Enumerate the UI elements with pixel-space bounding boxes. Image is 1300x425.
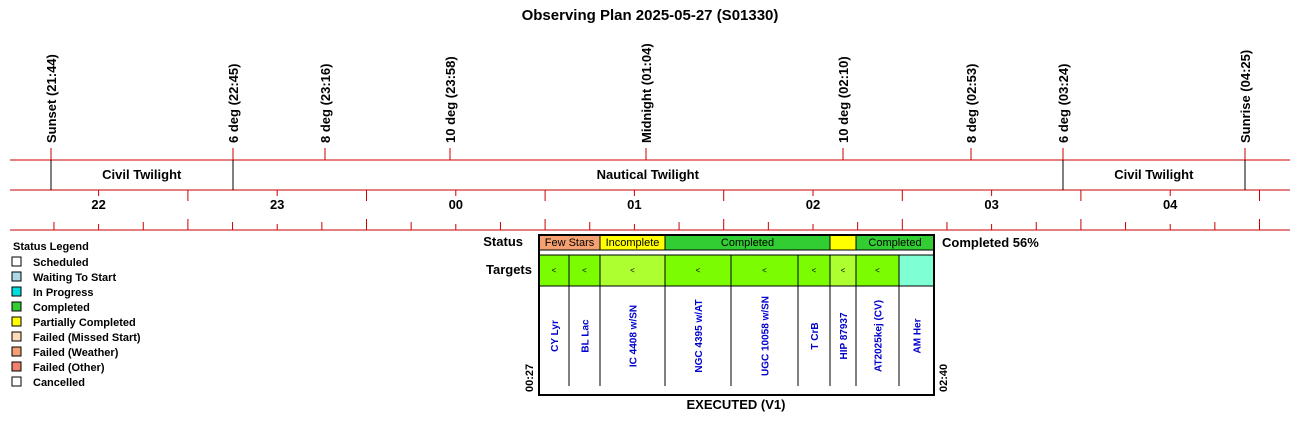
target-marker: < [875,266,880,275]
page-title: Observing Plan 2025-05-27 (S01330) [522,7,779,24]
target-cell[interactable] [599,254,666,287]
status-segment-label: Few Stars [545,237,595,249]
hour-label: 23 [270,197,284,212]
event-label: 6 deg (03:24) [1056,64,1071,143]
target-marker: < [841,266,846,275]
event-label: 10 deg (23:58) [443,56,458,143]
target-marker: < [582,266,587,275]
legend-swatch [11,316,22,327]
legend-item-label: Waiting To Start [33,272,116,284]
twilight-label: Civil Twilight [102,167,182,182]
plan-panel: Status Targets Completed 56% Few Stars Incom… [483,234,1039,412]
target-name[interactable]: IC 4408 w/SN [629,305,640,367]
legend-item-label: Cancelled [33,377,85,389]
legend-swatch [11,376,22,387]
target-name[interactable]: AM Her [913,318,924,353]
target-marker: < [630,266,635,275]
plan-start-time: 00:27 [524,364,536,392]
timeline: Sunset (21:44) 6 deg (22:45) 8 deg (23:16)… [10,43,1290,231]
legend-swatch [11,346,22,357]
target-name[interactable]: UGC 10058 w/SN [761,296,772,376]
target-name[interactable]: HIP 87937 [839,312,850,360]
plan-footer: EXECUTED (V1) [687,397,786,412]
target-name[interactable]: AT2025kej (CV) [874,300,885,372]
status-legend: Status Legend Scheduled Waiting To Start In… [11,241,141,389]
hour-label: 04 [1163,197,1178,212]
hour-label: 03 [984,197,998,212]
status-segment [829,234,857,251]
completion-summary: Completed 56% [942,235,1039,250]
target-marker: < [812,266,817,275]
hour-label: 01 [627,197,641,212]
hour-label: 02 [806,197,820,212]
target-name[interactable]: T CrB [810,322,821,349]
hour-label: 22 [91,197,105,212]
target-name[interactable]: CY Lyr [550,320,561,352]
legend-item-label: Scheduled [33,257,89,269]
status-row-label: Status [483,234,523,249]
plan-end-time: 02:40 [938,364,950,392]
legend-item-label: Failed (Other) [33,362,105,374]
target-cell[interactable] [664,254,732,287]
target-marker: < [552,266,557,275]
legend-item-label: Failed (Weather) [33,347,119,359]
legend-item-label: Failed (Missed Start) [33,332,141,344]
event-label: 6 deg (22:45) [226,64,241,143]
twilight-label: Civil Twilight [1114,167,1194,182]
plan-frame [538,234,935,396]
event-label: 8 deg (02:53) [964,64,979,143]
target-marker: < [762,266,767,275]
status-segment-label: Completed [868,237,921,249]
event-label: 10 deg (02:10) [836,56,851,143]
event-label: Sunrise (04:25) [1238,50,1253,143]
target-cell[interactable] [797,254,831,287]
legend-swatch [11,361,22,372]
legend-swatch [11,286,22,297]
twilight-label: Nautical Twilight [597,167,700,182]
status-segment-label: Incomplete [606,237,660,249]
legend-swatch [11,331,22,342]
targets-row-label: Targets [486,262,532,277]
event-label: Sunset (21:44) [44,54,59,143]
status-segment-label: Completed [721,237,774,249]
legend-item-label: In Progress [33,287,94,299]
legend-swatch [11,271,22,282]
legend-item-label: Completed [33,302,90,314]
target-name[interactable]: NGC 4395 w/AT [694,299,705,372]
legend-swatch [11,301,22,312]
target-cell[interactable] [538,254,570,287]
event-label: 8 deg (23:16) [318,64,333,143]
target-cell[interactable] [898,254,935,287]
target-cell[interactable] [730,254,799,287]
event-label: Midnight (01:04) [639,43,654,143]
legend-title: Status Legend [13,241,89,253]
target-cell[interactable] [855,254,900,287]
legend-swatch [11,256,22,267]
legend-item-label: Partially Completed [33,317,136,329]
target-marker: < [696,266,701,275]
hour-label: 00 [449,197,463,212]
target-name[interactable]: BL Lac [581,319,592,353]
